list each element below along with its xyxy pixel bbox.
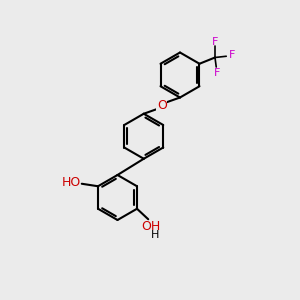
Text: OH: OH	[142, 220, 161, 233]
Text: F: F	[229, 50, 235, 60]
Text: F: F	[212, 37, 218, 47]
Text: H: H	[151, 230, 159, 240]
Text: F: F	[214, 68, 221, 77]
Text: O: O	[157, 99, 167, 112]
Text: HO: HO	[61, 176, 81, 189]
